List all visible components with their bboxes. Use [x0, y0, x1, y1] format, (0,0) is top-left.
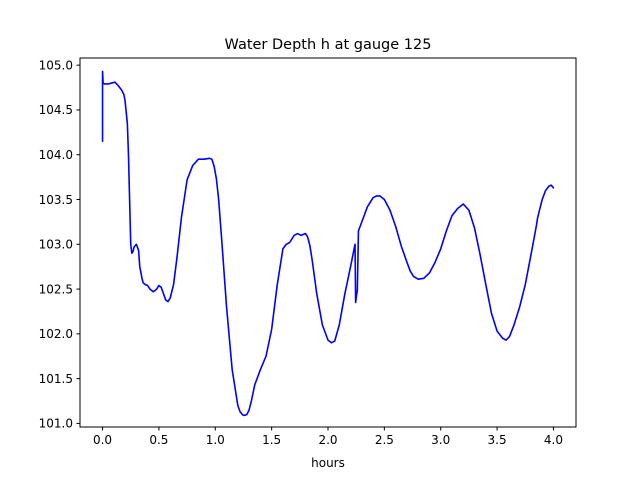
x-tick-label: 0.5: [149, 433, 168, 447]
x-axis-label: hours: [311, 456, 345, 470]
y-tick-label: 103.5: [39, 193, 73, 207]
chart-title: Water Depth h at gauge 125: [225, 37, 432, 53]
y-tick-label: 101.0: [39, 417, 73, 431]
y-tick-label: 101.5: [39, 372, 73, 386]
x-axis: 0.0 0.5 1.0 1.5 2.0 2.5 3.0 3.5 4.0: [93, 427, 563, 447]
y-axis: 101.0 101.5 102.0 102.5 103.0 103.5 104.0 104.5…: [39, 58, 80, 431]
y-tick-label: 104.0: [39, 148, 73, 162]
x-tick-label: 0.0: [93, 433, 112, 447]
x-tick-label: 2.5: [375, 433, 394, 447]
y-tick-label: 105.0: [39, 58, 73, 72]
plot-area: [101, 70, 555, 417]
x-tick-label: 4.0: [544, 433, 563, 447]
x-tick-label: 3.5: [488, 433, 507, 447]
x-tick-label: 2.0: [318, 433, 337, 447]
x-tick-label: 1.5: [262, 433, 281, 447]
y-tick-label: 104.5: [39, 103, 73, 117]
series-line: [101, 70, 555, 417]
x-tick-label: 3.0: [431, 433, 450, 447]
y-tick-label: 102.5: [39, 282, 73, 296]
x-tick-label: 1.0: [206, 433, 225, 447]
y-tick-label: 102.0: [39, 327, 73, 341]
y-tick-label: 103.0: [39, 238, 73, 252]
